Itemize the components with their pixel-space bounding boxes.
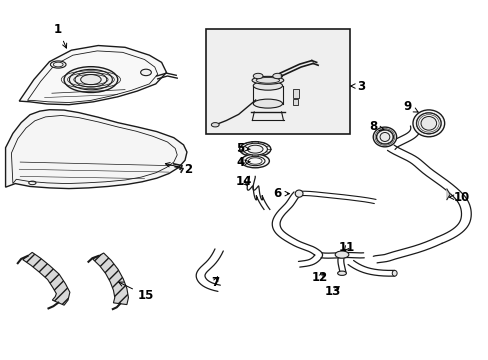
Ellipse shape [253, 81, 282, 90]
Text: 11: 11 [338, 241, 354, 254]
Ellipse shape [379, 132, 389, 141]
Text: 5: 5 [236, 142, 250, 155]
Polygon shape [19, 45, 166, 105]
Ellipse shape [295, 190, 303, 197]
Text: 10: 10 [448, 191, 468, 204]
Ellipse shape [253, 99, 282, 108]
Text: 7: 7 [211, 276, 219, 289]
Text: 12: 12 [311, 271, 327, 284]
Ellipse shape [416, 113, 440, 134]
Ellipse shape [243, 143, 267, 155]
Ellipse shape [81, 75, 101, 85]
Text: 8: 8 [369, 121, 383, 134]
Text: 2: 2 [165, 163, 192, 176]
Ellipse shape [272, 73, 282, 79]
Ellipse shape [64, 67, 118, 93]
Text: 9: 9 [403, 100, 417, 113]
Ellipse shape [251, 76, 283, 84]
Polygon shape [23, 252, 70, 305]
Bar [293, 99, 298, 105]
Bar [293, 89, 299, 98]
Text: 13: 13 [325, 285, 341, 298]
Ellipse shape [391, 270, 396, 276]
Ellipse shape [239, 141, 270, 157]
Ellipse shape [50, 61, 66, 68]
Ellipse shape [372, 127, 396, 147]
Ellipse shape [253, 73, 263, 79]
Ellipse shape [412, 110, 444, 137]
Ellipse shape [420, 117, 436, 130]
Text: 15: 15 [119, 282, 154, 302]
Bar [206, 30, 349, 134]
Ellipse shape [376, 130, 393, 144]
Polygon shape [446, 189, 449, 200]
Ellipse shape [334, 251, 348, 258]
Text: 14: 14 [235, 175, 251, 188]
Ellipse shape [337, 271, 346, 275]
Polygon shape [93, 253, 128, 305]
Text: 3: 3 [350, 80, 365, 93]
Ellipse shape [247, 145, 263, 153]
Text: 6: 6 [273, 187, 289, 200]
Ellipse shape [248, 158, 262, 164]
Ellipse shape [241, 154, 269, 168]
Ellipse shape [211, 123, 219, 127]
Polygon shape [5, 110, 186, 189]
Text: 4: 4 [236, 156, 250, 169]
Ellipse shape [245, 156, 264, 166]
Ellipse shape [141, 69, 151, 76]
Text: 1: 1 [54, 23, 66, 48]
